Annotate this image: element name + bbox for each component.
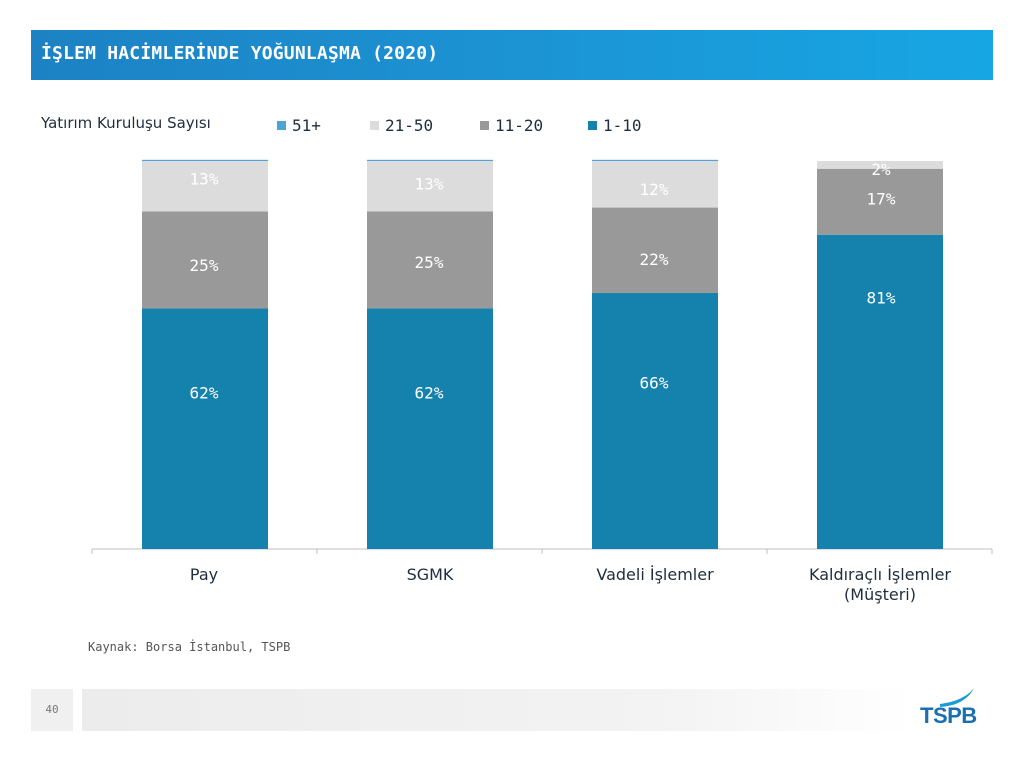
x-tick-label-kald-ra-l-i-lemler-m-teri-line2: (Müşteri)	[844, 585, 916, 604]
source-note: Kaynak: Borsa İstanbul, TSPB	[88, 640, 291, 654]
data-label-1-10-kald-ra-l-i-lemler-m-teri: 81%	[867, 289, 896, 308]
bar-segment-11-20-vadeli-i-lemler	[592, 207, 718, 293]
data-label-21-50-pay: 13%	[190, 170, 219, 189]
data-label-21-50-vadeli-i-lemler: 12%	[640, 180, 669, 199]
chart-title: Yatırım Kuruluşu Sayısı	[41, 114, 211, 132]
page-number: 40	[45, 703, 59, 716]
legend-item-51: 51+	[277, 116, 321, 135]
legend-label: 11-20	[495, 116, 544, 135]
data-label-21-50-sgmk: 13%	[415, 175, 444, 194]
bar-segment-51-pay	[142, 159, 268, 161]
bar-segment-11-20-sgmk	[367, 211, 493, 309]
legend-swatch	[370, 121, 379, 130]
logo-swoosh-icon	[940, 688, 974, 707]
legend-item-11-20: 11-20	[480, 116, 543, 135]
data-label-11-20-pay: 25%	[190, 256, 219, 275]
data-label-11-20-kald-ra-l-i-lemler-m-teri: 17%	[867, 189, 896, 208]
legend-label: 1-10	[603, 116, 642, 135]
x-tick-label-pay: Pay	[190, 565, 218, 584]
data-label-1-10-pay: 62%	[190, 384, 219, 403]
bar-segment-1-10-kald-ra-l-i-lemler-m-teri	[817, 234, 943, 549]
data-label-1-10-sgmk: 62%	[415, 384, 444, 403]
legend-label: 51+	[292, 116, 321, 135]
legend-label: 21-50	[385, 116, 434, 135]
bar-segment-21-50-pay	[142, 161, 268, 212]
title-bar: İŞLEM HACİMLERİNDE YOĞUNLAŞMA (2020)	[31, 30, 993, 80]
logo-text: TSPB	[920, 703, 977, 728]
legend-swatch	[277, 121, 286, 130]
legend-item-21-50: 21-50	[370, 116, 433, 135]
x-tick-label-sgmk: SGMK	[407, 565, 454, 584]
bar-segment-11-20-kald-ra-l-i-lemler-m-teri	[817, 168, 943, 235]
bar-segment-1-10-pay	[142, 308, 268, 549]
bar-segment-21-50-sgmk	[367, 161, 493, 212]
page-title: İŞLEM HACİMLERİNDE YOĞUNLAŞMA (2020)	[41, 43, 439, 64]
bar-segment-21-50-kald-ra-l-i-lemler-m-teri	[817, 161, 943, 169]
legend-swatch	[480, 121, 489, 130]
legend-item-1-10: 1-10	[588, 116, 642, 135]
data-label-11-20-sgmk: 25%	[415, 253, 444, 272]
tspb-logo: TSPB	[918, 686, 990, 736]
bar-segment-51-vadeli-i-lemler	[592, 159, 718, 161]
legend-swatch	[588, 121, 597, 130]
page-number-box: 40	[31, 689, 73, 731]
x-tick-label-kald-ra-l-i-lemler-m-teri: Kaldıraçlı İşlemler	[809, 565, 951, 584]
data-label-21-50-kald-ra-l-i-lemler-m-teri: 2%	[871, 160, 891, 179]
footer-band	[82, 689, 912, 731]
data-label-1-10-vadeli-i-lemler: 66%	[640, 374, 669, 393]
bar-segment-21-50-vadeli-i-lemler	[592, 161, 718, 208]
data-label-11-20-vadeli-i-lemler: 22%	[640, 250, 669, 269]
x-tick-label-vadeli-i-lemler: Vadeli İşlemler	[596, 565, 714, 584]
bar-segment-11-20-pay	[142, 211, 268, 309]
bar-segment-1-10-sgmk	[367, 308, 493, 549]
bar-segment-1-10-vadeli-i-lemler	[592, 292, 718, 549]
bar-segment-51-sgmk	[367, 159, 493, 161]
